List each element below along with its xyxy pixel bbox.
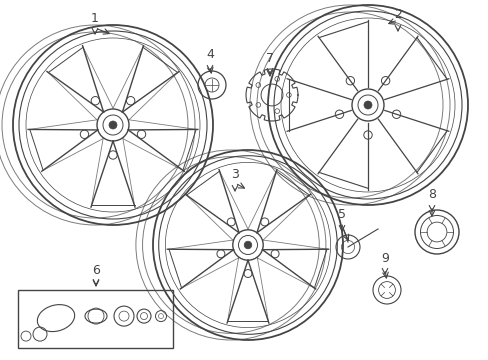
Text: 5: 5 bbox=[337, 208, 346, 221]
Text: 4: 4 bbox=[205, 49, 214, 62]
Text: 1: 1 bbox=[91, 12, 99, 24]
Text: 6: 6 bbox=[92, 264, 100, 276]
Circle shape bbox=[363, 101, 371, 109]
Text: 7: 7 bbox=[265, 51, 273, 64]
Circle shape bbox=[109, 121, 117, 129]
Bar bbox=[18, 290, 173, 348]
Text: 8: 8 bbox=[427, 189, 435, 202]
Text: 2: 2 bbox=[393, 9, 401, 22]
Text: 3: 3 bbox=[231, 168, 239, 181]
Text: 9: 9 bbox=[380, 252, 388, 265]
Circle shape bbox=[244, 241, 251, 249]
